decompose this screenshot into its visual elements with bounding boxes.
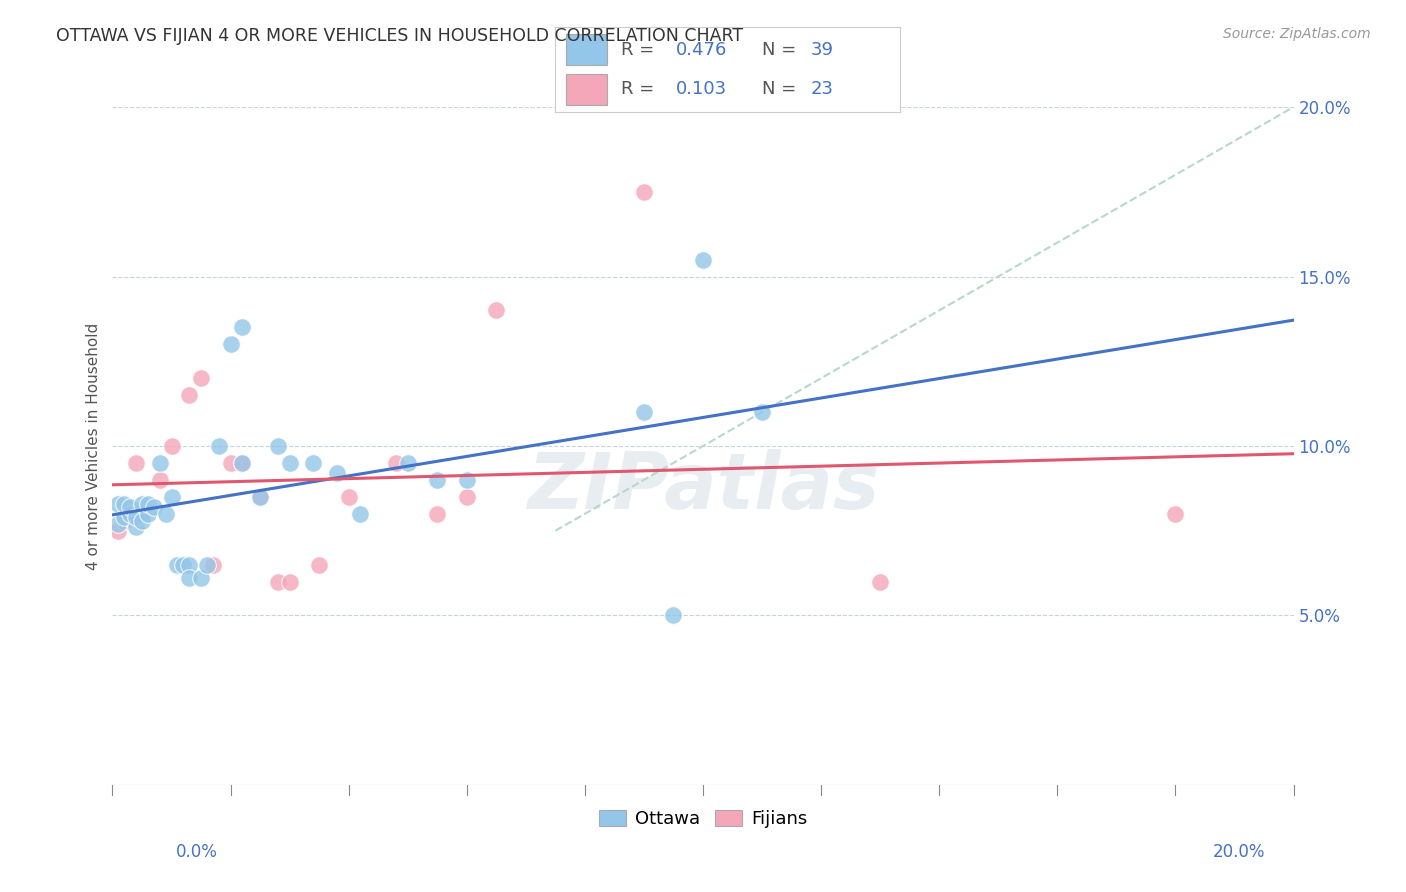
Point: [385, 456, 408, 470]
Point: [131, 497, 153, 511]
Point: [160, 490, 183, 504]
Text: 20.0%: 20.0%: [1213, 843, 1265, 861]
Point: [179, 388, 201, 402]
Point: [278, 574, 301, 589]
Text: Source: ZipAtlas.com: Source: ZipAtlas.com: [1223, 27, 1371, 41]
Point: [131, 514, 153, 528]
Point: [160, 439, 183, 453]
Text: N =: N =: [762, 80, 801, 98]
Point: [112, 510, 135, 524]
Point: [267, 439, 290, 453]
Point: [179, 571, 201, 585]
Point: [172, 558, 194, 572]
Point: [231, 456, 253, 470]
Point: [249, 490, 271, 504]
Point: [190, 571, 212, 585]
Point: [136, 497, 159, 511]
Text: 23: 23: [810, 80, 834, 98]
Point: [249, 490, 271, 504]
Point: [149, 456, 172, 470]
Text: 0.103: 0.103: [676, 80, 727, 98]
Point: [349, 507, 371, 521]
Point: [125, 510, 148, 524]
Point: [142, 500, 165, 514]
Point: [112, 497, 135, 511]
Point: [633, 405, 655, 419]
Point: [396, 456, 419, 470]
Point: [869, 574, 891, 589]
Y-axis label: 4 or more Vehicles in Household: 4 or more Vehicles in Household: [86, 322, 101, 570]
Point: [692, 252, 714, 267]
Point: [219, 337, 242, 351]
Point: [267, 574, 290, 589]
Text: 0.476: 0.476: [676, 41, 727, 59]
Point: [120, 507, 142, 521]
Point: [219, 456, 242, 470]
Point: [662, 608, 685, 623]
Text: R =: R =: [621, 80, 659, 98]
Point: [107, 516, 129, 531]
Text: R =: R =: [621, 41, 659, 59]
Point: [179, 558, 201, 572]
Point: [456, 490, 478, 504]
Point: [426, 473, 449, 487]
Point: [107, 524, 129, 538]
Text: 0.0%: 0.0%: [176, 843, 218, 861]
Point: [120, 500, 142, 514]
Point: [125, 456, 148, 470]
Text: N =: N =: [762, 41, 801, 59]
Point: [201, 558, 224, 572]
Point: [231, 320, 253, 334]
Point: [278, 456, 301, 470]
Point: [155, 507, 177, 521]
Bar: [565, 35, 607, 65]
Legend: Ottawa, Fijians: Ottawa, Fijians: [593, 805, 813, 833]
Point: [337, 490, 360, 504]
Point: [751, 405, 773, 419]
Point: [166, 558, 188, 572]
Point: [485, 303, 508, 318]
Point: [456, 473, 478, 487]
Point: [190, 371, 212, 385]
Point: [107, 497, 129, 511]
Point: [308, 558, 330, 572]
Point: [302, 456, 325, 470]
Point: [149, 473, 172, 487]
Bar: [565, 74, 607, 104]
Text: ZIPatlas: ZIPatlas: [527, 449, 879, 524]
Point: [1164, 507, 1187, 521]
Text: 39: 39: [810, 41, 834, 59]
Point: [136, 507, 159, 521]
Text: OTTAWA VS FIJIAN 4 OR MORE VEHICLES IN HOUSEHOLD CORRELATION CHART: OTTAWA VS FIJIAN 4 OR MORE VEHICLES IN H…: [56, 27, 744, 45]
Point: [125, 520, 148, 534]
Point: [326, 466, 349, 480]
Point: [195, 558, 218, 572]
Point: [208, 439, 231, 453]
Point: [426, 507, 449, 521]
Point: [633, 185, 655, 199]
Point: [112, 514, 135, 528]
Point: [131, 507, 153, 521]
Point: [231, 456, 253, 470]
